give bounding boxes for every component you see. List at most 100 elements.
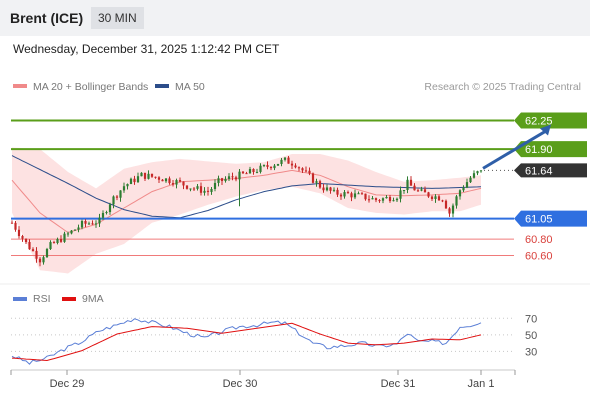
candle-body (245, 173, 248, 175)
candle-body (283, 157, 287, 160)
candle-body (252, 169, 255, 172)
ma20-line (11, 169, 482, 234)
candle-body (87, 223, 91, 225)
candle-body (52, 242, 56, 244)
candle-body (262, 165, 266, 167)
candle-body (24, 238, 28, 243)
candle-body (315, 181, 318, 183)
candle-body (234, 177, 238, 180)
candle-body (413, 185, 416, 191)
candle-body (154, 176, 157, 178)
candle-body (122, 186, 126, 191)
candle-body (259, 165, 262, 172)
legend-label-9ma: 9MA (82, 293, 104, 305)
candle-body (59, 239, 63, 242)
current-price-label: 61.64 (525, 165, 553, 177)
legend-label-ma20: MA 20 + Bollinger Bands (33, 81, 148, 93)
candle-body (14, 222, 17, 230)
candle-body (73, 229, 77, 231)
candle-body (297, 167, 301, 169)
candle-body (441, 200, 444, 202)
candle-body (17, 229, 21, 237)
candle-body (213, 182, 217, 189)
candle-body (430, 196, 434, 199)
candle-body (423, 189, 427, 193)
candle-body (84, 221, 87, 224)
candle-body (381, 198, 385, 201)
candle-body (406, 179, 409, 190)
candle-body (469, 177, 472, 183)
candle-body (112, 196, 115, 205)
candle-body (255, 171, 259, 173)
candle-body (301, 168, 304, 171)
candle-body (38, 258, 42, 263)
candle-body (175, 180, 178, 185)
candle-body (98, 217, 101, 224)
candle-body (336, 189, 339, 195)
candle-body (42, 257, 45, 263)
candle-body (371, 198, 374, 200)
legend-swatch-rsi (13, 297, 27, 301)
candle-body (217, 178, 220, 183)
candle-body (350, 193, 353, 198)
candle-body (385, 196, 388, 199)
candle-body (269, 166, 273, 169)
candle-body (318, 181, 322, 188)
candle-body (168, 178, 171, 184)
candle-body (94, 223, 98, 225)
candle-body (290, 163, 294, 166)
candle-body (472, 173, 476, 178)
candle-body (56, 239, 59, 243)
candle-body (133, 178, 136, 183)
candle-body (178, 180, 182, 182)
candle-body (465, 182, 469, 188)
rsi-line (11, 318, 482, 365)
candle-body (416, 190, 420, 192)
candle-body (399, 190, 402, 199)
candle-body (322, 187, 325, 191)
candle-body (273, 165, 276, 169)
candle-body (339, 194, 343, 197)
candle-body (360, 193, 364, 195)
candle-body (185, 185, 189, 189)
candle-body (206, 190, 210, 192)
candle-body (119, 190, 122, 198)
candle-body (353, 193, 357, 198)
time-axis-label: Dec 30 (223, 378, 258, 390)
candle-body (332, 189, 336, 191)
candle-body (189, 188, 192, 190)
candle-body (304, 170, 308, 172)
candle-body (171, 183, 175, 185)
ma50-line (11, 155, 482, 219)
instrument-title: Brent (ICE) (10, 10, 84, 26)
candle-body (378, 200, 381, 202)
candle-body (227, 176, 231, 179)
candle-body (311, 173, 315, 183)
current-price-box (514, 163, 587, 178)
time-axis-label: Jan 1 (468, 378, 495, 390)
interval-badge[interactable]: 30 MIN (91, 7, 144, 29)
legend-swatch-ma50 (155, 84, 169, 88)
candle-body (210, 188, 213, 192)
candle-body (434, 196, 437, 199)
candle-body (136, 176, 140, 183)
candle-body (248, 169, 252, 174)
candle-body (91, 223, 94, 225)
candle-body (479, 170, 483, 172)
candle-body (367, 199, 371, 201)
candle-body (280, 159, 283, 164)
candle-body (10, 222, 14, 224)
candle-body (126, 184, 129, 187)
chart-datetime: Wednesday, December 31, 2025 1:12:42 PM … (13, 42, 280, 56)
candle-body (329, 187, 332, 191)
support-label-box (514, 210, 587, 227)
legend-swatch-9ma (62, 297, 76, 301)
candle-body (101, 212, 105, 218)
candle-body (427, 192, 430, 197)
candle-body (157, 177, 161, 180)
candle-body (108, 204, 112, 213)
candle-body (448, 208, 451, 214)
rsi-tick-label: 30 (525, 346, 537, 358)
candle-body (287, 157, 290, 164)
